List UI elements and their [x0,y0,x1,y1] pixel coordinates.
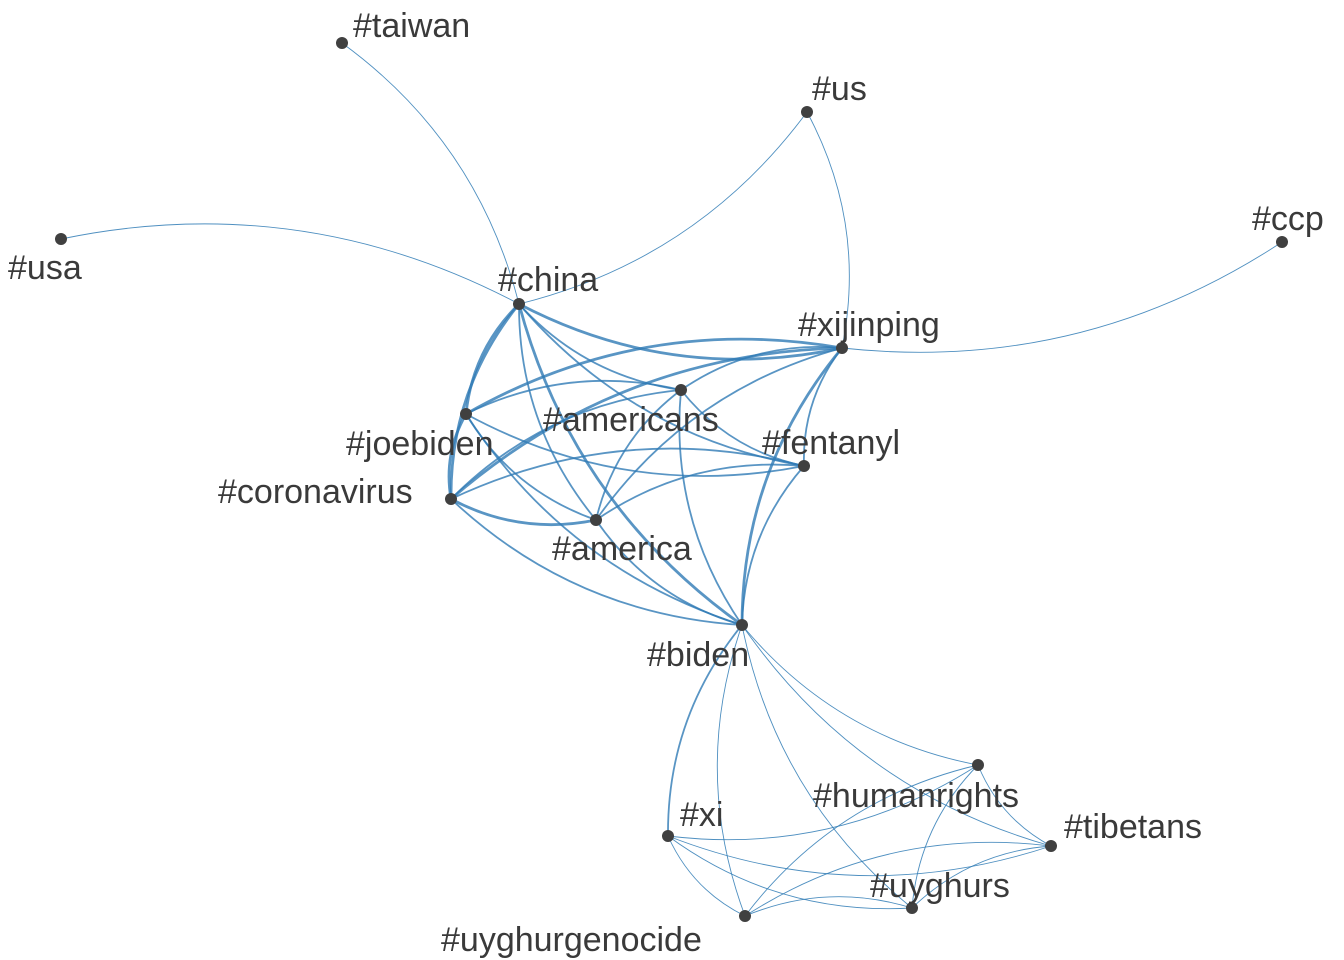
edge-americans-coronavirus [450,389,682,500]
node-label-tibetans: #tibetans [1064,808,1202,846]
edges-layer [60,42,1283,917]
edge-china-xijinping [517,302,844,361]
node-china [513,298,525,310]
node-label-america: #america [552,530,692,568]
edge-china-taiwan [341,42,520,305]
edge-tibetans-uyghurs [911,845,1052,909]
edge-xijinping-coronavirus [449,346,844,501]
edge-americans-biden [678,389,743,626]
edge-xijinping-joebiden [464,337,844,416]
node-label-humanrights: #humanrights [813,777,1019,815]
edge-china-joebiden [464,302,521,416]
node-xijinping [836,342,848,354]
node-label-xijinping: #xijinping [798,306,940,344]
node-label-uyghurs: #uyghurs [870,867,1010,905]
edge-china-us [518,111,808,305]
edge-china-coronavirus [449,302,521,501]
node-label-americans: #americans [543,401,719,439]
node-label-biden: #biden [647,636,749,674]
node-label-china: #china [498,261,598,299]
edge-coronavirus-biden [450,498,743,626]
node-label-coronavirus: #coronavirus [218,473,413,511]
edge-americans-america [595,389,682,521]
edge-xijinping-ccp [841,241,1283,353]
edge-xi-tibetans [667,835,1052,877]
edge-america-biden [595,519,743,626]
node-label-fentanyl: #fentanyl [762,424,900,462]
edge-xi-humanrights [667,764,979,841]
edge-tibetans-uyghurgenocide [744,841,1052,917]
edge-americans-joebiden [465,379,682,415]
node-fentanyl [798,460,810,472]
node-tibetans [1045,840,1057,852]
node-label-joebiden: #joebiden [346,425,493,463]
edge-xijinping-biden [740,346,844,627]
node-label-taiwan: #taiwan [353,7,470,45]
edge-china-biden [517,302,744,627]
nodes-layer [55,37,1288,922]
node-label-ccp: #ccp [1252,200,1324,238]
edge-xi-uyghurgenocide [667,835,746,917]
node-america [590,514,602,526]
node-us [801,106,813,118]
edge-fentanyl-biden [741,465,805,626]
edge-humanrights-tibetans [977,764,1052,847]
node-coronavirus [445,493,457,505]
node-uyghurgenocide [739,910,751,922]
node-joebiden [460,408,472,420]
node-xi [662,830,674,842]
node-label-usa: #usa [8,249,82,287]
node-ccp [1276,236,1288,248]
edge-humanrights-uyghurgenocide [744,764,979,917]
edge-coronavirus-america [449,497,598,527]
node-humanrights [972,759,984,771]
node-label-xi: #xi [680,796,723,834]
edge-biden-xi [667,624,743,837]
edge-uyghurs-uyghurgenocide [744,896,913,917]
edge-biden-uyghurgenocide [716,624,746,917]
edge-biden-uyghurs [741,624,913,909]
edge-xijinping-us [806,111,850,349]
node-uyghurs [906,902,918,914]
labels-layer: #taiwan #us #usa #ccp #china #xijinping #ameri… [8,7,1324,959]
node-label-uyghurgenocide: #uyghurgenocide [441,921,702,959]
node-biden [736,619,748,631]
node-americans [675,384,687,396]
edge-joebiden-coronavirus [447,412,468,501]
edge-china-usa [60,223,520,305]
edge-humanrights-uyghurs [911,764,979,909]
edge-biden-tibetans [741,624,1052,847]
edge-biden-humanrights [741,624,979,766]
edge-joebiden-fentanyl [465,413,805,477]
edge-fentanyl-coronavirus [450,447,805,500]
node-label-us: #us [812,70,867,108]
edge-fentanyl-america [595,463,805,521]
edge-china-america [518,303,597,521]
edge-xijinping-america [595,347,843,521]
node-usa [55,233,67,245]
node-taiwan [336,37,348,49]
